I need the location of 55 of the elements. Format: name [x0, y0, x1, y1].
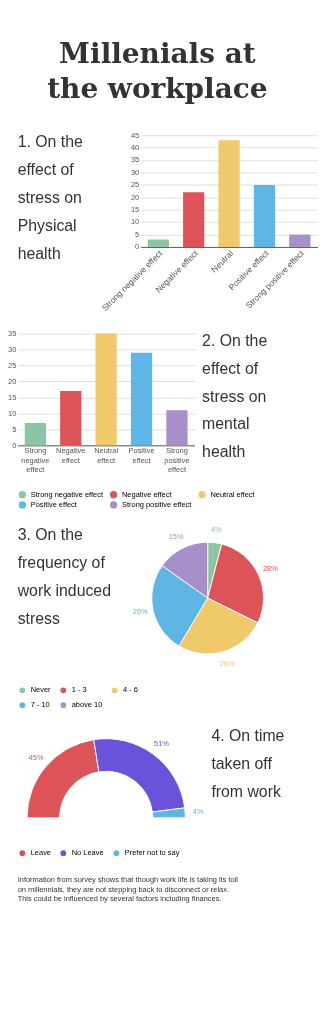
legend-label: 7 - 10 — [30, 700, 50, 710]
legend-label: Negative effect — [121, 489, 173, 499]
y-tick-label: 20 — [8, 376, 17, 386]
x-tick-label: Negative effect — [56, 446, 86, 465]
legend-label: above 10 — [71, 700, 103, 710]
x-tick-label: Strong negative effect — [21, 446, 50, 474]
y-tick-label: 25 — [8, 360, 17, 370]
legend-label: Strong negative effect — [30, 489, 104, 499]
y-tick-label: 35 — [130, 155, 140, 165]
y-tick-label: 15 — [8, 392, 17, 402]
data-label: 4% — [211, 524, 223, 534]
y-tick-label: 30 — [130, 167, 140, 177]
y-tick-label: 25 — [130, 180, 140, 190]
legend-label: 4 - 6 — [122, 685, 138, 695]
legend-label: Never — [30, 685, 52, 695]
y-tick-label: 45 — [130, 130, 140, 140]
y-tick-label: 40 — [130, 142, 140, 152]
x-tick-label: Neutral effect — [94, 446, 119, 465]
legend-label: No Leave — [71, 848, 104, 858]
data-label: 45% — [28, 752, 44, 762]
data-label: 28% — [262, 564, 279, 574]
y-tick-label: 20 — [130, 192, 140, 202]
text: 1. On the effect of stress on Physical health — [17, 133, 83, 263]
legend-label: Strong positive effect — [121, 499, 193, 509]
y-tick-label: 10 — [8, 408, 17, 418]
data-label: 26% — [219, 659, 235, 669]
y-tick-label: 0 — [12, 440, 17, 450]
bar — [183, 192, 205, 247]
bar — [147, 239, 169, 247]
bar — [218, 140, 240, 247]
legend-label: Leave — [30, 848, 51, 858]
data-label: 51% — [154, 738, 170, 748]
data-label: 15% — [168, 531, 184, 541]
x-tick-label: Strong positive effect — [164, 446, 190, 474]
text: 2. On the effect of stress on mental health — [202, 331, 268, 461]
y-tick-label: 30 — [8, 344, 17, 354]
y-tick-label: 0 — [135, 242, 140, 252]
legend-label: Prefer not to say — [124, 848, 180, 858]
y-tick-label: 5 — [12, 424, 17, 434]
bar — [289, 234, 311, 247]
y-tick-label: 35 — [8, 328, 17, 338]
text: 4. On time taken off from work — [211, 727, 285, 801]
y-tick-label: 15 — [130, 205, 140, 215]
text: 3. On the frequency of work induced stress — [16, 526, 111, 628]
y-tick-label: 5 — [135, 229, 140, 239]
bar — [253, 184, 276, 247]
data-label: 4% — [192, 806, 204, 816]
legend-label: 1 - 3 — [71, 685, 87, 695]
y-tick-label: 10 — [130, 217, 140, 227]
legend-label: Positive effect — [30, 499, 78, 509]
text: Information from survey shows that though work life is taking its toll on millennials, they are not stepping back to disconnect or relax. This could be influenced by several factors including finances. — [17, 875, 239, 904]
x-tick-label: Positive effect — [128, 446, 155, 465]
text: Millenials at the workplace — [47, 36, 268, 105]
legend-label: Neutral effect — [210, 489, 256, 499]
data-label: 26% — [132, 607, 149, 617]
